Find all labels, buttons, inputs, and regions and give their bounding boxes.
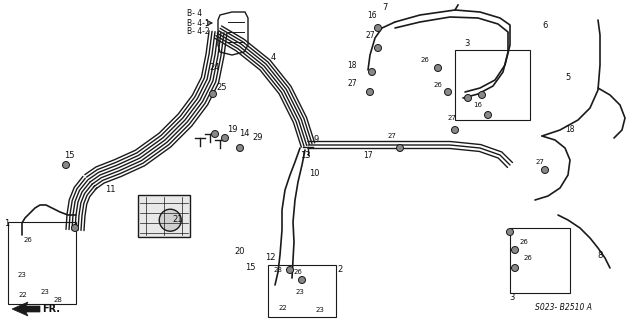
- Circle shape: [506, 228, 513, 235]
- Text: 23: 23: [40, 289, 49, 295]
- Text: 27: 27: [347, 78, 357, 87]
- Text: 22: 22: [19, 292, 28, 298]
- Text: 26: 26: [24, 237, 33, 243]
- Text: 23: 23: [296, 289, 305, 295]
- Circle shape: [484, 112, 492, 118]
- Circle shape: [211, 130, 218, 137]
- Text: 3: 3: [509, 293, 515, 302]
- Circle shape: [209, 91, 216, 98]
- Text: 24: 24: [210, 63, 220, 72]
- Text: 13: 13: [300, 152, 310, 160]
- Text: B- 4-2: B- 4-2: [187, 27, 210, 36]
- Text: 7: 7: [382, 4, 388, 12]
- Text: 22: 22: [278, 305, 287, 311]
- Text: 27: 27: [536, 159, 545, 165]
- Circle shape: [72, 225, 79, 232]
- Bar: [8, 222, 76, 304]
- Text: 28: 28: [273, 267, 282, 273]
- Circle shape: [465, 94, 472, 101]
- Text: 21: 21: [173, 216, 183, 225]
- Text: B- 4: B- 4: [187, 10, 202, 19]
- Text: 20: 20: [235, 248, 245, 256]
- Text: 27: 27: [365, 31, 375, 40]
- Text: 29: 29: [253, 133, 263, 143]
- Bar: [455, 50, 530, 120]
- Circle shape: [159, 209, 181, 231]
- Circle shape: [479, 92, 486, 99]
- Text: 23: 23: [316, 307, 324, 313]
- Text: 5: 5: [565, 73, 571, 83]
- Circle shape: [435, 64, 442, 71]
- Text: 16: 16: [474, 102, 483, 108]
- Circle shape: [397, 145, 403, 152]
- Text: 12: 12: [265, 254, 275, 263]
- Text: 6: 6: [542, 20, 548, 29]
- Text: 26: 26: [433, 82, 442, 88]
- Bar: [268, 265, 336, 317]
- Text: 14: 14: [239, 129, 249, 137]
- Text: 1: 1: [4, 219, 10, 228]
- Text: 23: 23: [17, 272, 26, 278]
- Circle shape: [374, 25, 381, 32]
- Text: 16: 16: [367, 11, 377, 19]
- Text: B- 4-1: B- 4-1: [187, 19, 210, 27]
- Text: 9: 9: [314, 136, 319, 145]
- Text: 18: 18: [565, 125, 575, 135]
- Circle shape: [63, 161, 70, 168]
- Text: 28: 28: [54, 297, 63, 303]
- Text: 8: 8: [597, 250, 603, 259]
- Text: 27: 27: [388, 133, 396, 139]
- Text: 10: 10: [308, 169, 319, 179]
- Text: 27: 27: [447, 115, 456, 121]
- Text: 2: 2: [337, 265, 342, 275]
- Text: 3: 3: [464, 40, 470, 48]
- Circle shape: [374, 44, 381, 51]
- Text: 4: 4: [270, 54, 276, 63]
- Text: 11: 11: [105, 186, 115, 195]
- Circle shape: [511, 247, 518, 254]
- Bar: [138, 195, 190, 237]
- Circle shape: [237, 145, 243, 152]
- Text: FR.: FR.: [42, 304, 60, 314]
- Text: 26: 26: [294, 269, 303, 275]
- Circle shape: [451, 127, 458, 133]
- Text: 17: 17: [363, 151, 373, 160]
- Text: 19: 19: [227, 125, 237, 135]
- Circle shape: [445, 88, 451, 95]
- Circle shape: [298, 277, 305, 284]
- Circle shape: [541, 167, 548, 174]
- Circle shape: [511, 264, 518, 271]
- Circle shape: [221, 135, 228, 142]
- Text: 15: 15: [64, 152, 74, 160]
- Circle shape: [367, 88, 374, 95]
- Text: 26: 26: [524, 255, 532, 261]
- Polygon shape: [12, 302, 40, 316]
- Text: 26: 26: [420, 57, 429, 63]
- Text: 18: 18: [348, 61, 356, 70]
- Circle shape: [369, 69, 376, 76]
- Circle shape: [287, 266, 294, 273]
- Text: 25: 25: [217, 84, 227, 93]
- Text: 15: 15: [244, 263, 255, 272]
- Bar: [510, 228, 570, 293]
- Text: 26: 26: [520, 239, 529, 245]
- Text: S023- B2510 A: S023- B2510 A: [535, 303, 592, 313]
